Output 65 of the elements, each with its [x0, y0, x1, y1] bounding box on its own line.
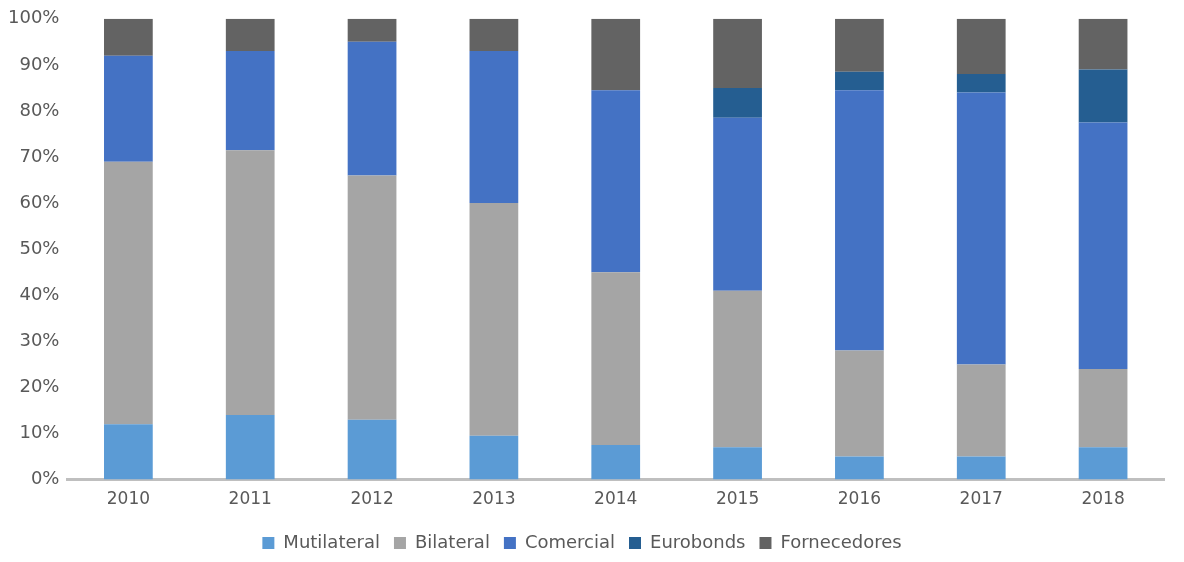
bar	[956, 92, 1006, 365]
y-tick-label: 70%	[19, 144, 60, 166]
bar	[591, 445, 641, 480]
bar	[347, 41, 397, 176]
bar	[713, 290, 762, 448]
bar	[713, 447, 762, 480]
bar	[469, 203, 519, 436]
bar	[1078, 122, 1128, 370]
bar	[225, 18, 275, 52]
x-tick-label: 2017	[959, 488, 1003, 509]
bar	[835, 456, 884, 480]
bar	[1078, 18, 1128, 70]
bar	[347, 419, 397, 480]
legend-label: Bilateral	[414, 530, 490, 552]
bar	[713, 18, 762, 88]
bar	[104, 18, 153, 56]
x-tick-label: 2012	[350, 488, 394, 509]
x-tick-label: 2018	[1081, 488, 1125, 509]
x-tick-label: 2013	[472, 488, 516, 509]
y-tick-label: 100%	[7, 6, 60, 28]
legend-label: Comercial	[524, 530, 616, 552]
bar	[469, 18, 519, 52]
bar	[835, 90, 884, 351]
y-tick-label: 0%	[30, 467, 60, 489]
bar	[591, 18, 641, 91]
bar	[225, 150, 275, 416]
bar	[956, 74, 1006, 93]
bar	[469, 435, 519, 480]
bar	[1078, 69, 1128, 123]
y-tick-label: 60%	[19, 190, 60, 212]
bar	[225, 415, 275, 480]
x-tick-label: 2016	[837, 488, 882, 509]
bar	[104, 55, 153, 162]
bar	[104, 424, 153, 480]
bar	[591, 272, 641, 446]
bar	[835, 71, 884, 91]
bar	[713, 87, 762, 118]
bar	[835, 18, 884, 72]
legend-label: Fornecedores	[780, 530, 902, 552]
bar	[225, 51, 275, 151]
y-tick-label: 80%	[19, 98, 60, 120]
bar	[104, 161, 153, 425]
y-tick-label: 40%	[19, 282, 60, 304]
bar	[1078, 447, 1128, 480]
bar	[956, 364, 1006, 457]
bar	[835, 350, 884, 457]
bar	[956, 18, 1006, 75]
legend-label: Mutilateral	[283, 530, 380, 552]
bar	[1078, 369, 1128, 448]
bar	[713, 117, 762, 291]
y-tick-label: 10%	[19, 421, 60, 443]
y-tick-label: 20%	[19, 375, 60, 397]
y-tick-label: 30%	[19, 329, 60, 351]
x-tick-label: 2011	[228, 488, 272, 509]
bar	[591, 90, 641, 273]
bar	[956, 456, 1006, 480]
bar	[347, 175, 397, 420]
x-tick-label: 2010	[106, 488, 151, 509]
x-tick-label: 2014	[594, 488, 638, 509]
x-tick-label: 2015	[715, 488, 760, 509]
y-tick-label: 50%	[19, 236, 60, 258]
bar	[469, 51, 519, 204]
bar	[347, 18, 397, 42]
legend-label: Eurobonds	[650, 530, 746, 552]
y-tick-label: 90%	[19, 52, 60, 74]
